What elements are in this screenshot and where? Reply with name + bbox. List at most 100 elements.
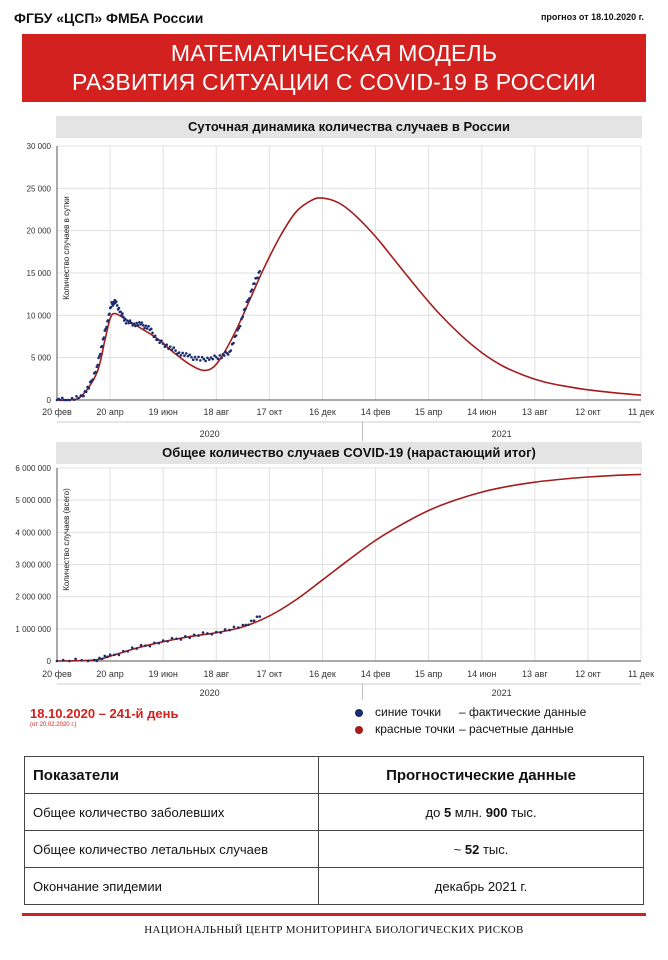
actual-data-point	[172, 346, 176, 349]
actual-data-point	[115, 304, 119, 307]
actual-data-point	[87, 387, 91, 390]
actual-data-point	[186, 354, 190, 358]
day-count-label: 18.10.2020 – 241-й день	[30, 706, 179, 721]
actual-data-point	[211, 357, 215, 361]
actual-data-point	[111, 304, 115, 307]
x-tick-label: 15 апр	[415, 407, 442, 417]
actual-data-point	[70, 396, 74, 400]
actual-data-point	[130, 646, 134, 649]
actual-data-point	[206, 632, 209, 635]
y-tick-label: 5 000	[31, 354, 52, 363]
actual-data-point	[241, 315, 245, 319]
actual-data-point	[77, 396, 80, 400]
legend-item-actual: синие точки – фактические данные	[355, 704, 586, 721]
actual-data-point	[200, 355, 204, 359]
actual-data-point	[168, 345, 172, 348]
actual-data-point	[246, 298, 250, 302]
actual-data-point	[258, 615, 262, 618]
actual-data-point	[123, 317, 127, 321]
x-tick-label: 11 дек	[628, 407, 654, 417]
forecast-series-line	[56, 197, 642, 401]
x-tick-label: 20 апр	[96, 407, 123, 417]
actual-data-point	[244, 623, 247, 627]
x-tick-label: 14 июн	[467, 669, 496, 679]
y-tick-label: 2 000 000	[15, 593, 51, 602]
actual-data-point	[161, 639, 165, 642]
chart-1-title: Суточная динамика количества случаев в Р…	[56, 116, 642, 138]
actual-data-point	[190, 355, 193, 359]
actual-data-point	[193, 355, 197, 359]
actual-data-point	[139, 323, 142, 326]
actual-data-point	[100, 344, 104, 348]
actual-data-point	[61, 658, 65, 662]
actual-data-point	[144, 324, 148, 328]
actual-data-point	[202, 357, 206, 361]
actual-data-point	[158, 341, 161, 345]
actual-data-point	[160, 339, 163, 342]
year-label: 2020	[200, 429, 220, 439]
actual-data-point	[216, 357, 220, 361]
actual-data-point	[61, 396, 64, 400]
actual-data-point	[109, 305, 113, 309]
x-tick-label: 20 фев	[42, 407, 72, 417]
actual-data-point	[94, 370, 97, 374]
actual-data-point	[188, 353, 192, 357]
actual-data-point	[114, 300, 118, 303]
actual-data-point	[119, 310, 123, 314]
actual-data-point	[100, 657, 104, 661]
actual-data-point	[258, 270, 262, 273]
forecast-series-line	[56, 473, 642, 662]
actual-data-point	[72, 398, 76, 402]
legend-blue-desc: – фактические данные	[459, 705, 587, 719]
actual-data-point	[121, 312, 124, 315]
actual-data-point	[204, 359, 207, 363]
title-banner: МАТЕМАТИЧЕСКАЯ МОДЕЛЬ РАЗВИТИЯ СИТУАЦИИ …	[22, 34, 646, 102]
actual-data-point	[192, 633, 196, 637]
year-label: 2021	[492, 429, 512, 439]
actual-data-point	[209, 356, 213, 359]
actual-data-point	[122, 649, 125, 653]
actual-data-point	[68, 659, 71, 663]
actual-data-point	[197, 355, 200, 359]
actual-data-point	[236, 328, 239, 332]
actual-data-point	[113, 653, 116, 657]
actual-data-point	[96, 363, 100, 367]
actual-data-point	[256, 276, 259, 280]
year-label: 2020	[200, 688, 220, 698]
actual-data-point	[255, 615, 259, 619]
actual-data-point	[106, 319, 110, 322]
x-tick-label: 19 июн	[149, 407, 178, 417]
actual-data-point	[250, 288, 254, 291]
actual-data-point	[165, 343, 169, 346]
actual-data-point	[149, 327, 153, 331]
y-tick-label: 15 000	[27, 269, 52, 278]
actual-data-point	[179, 638, 183, 641]
actual-data-point	[126, 650, 130, 653]
x-tick-label: 20 фев	[42, 669, 72, 679]
actual-data-point	[130, 321, 133, 325]
actual-data-point	[82, 394, 85, 398]
actual-data-point	[177, 351, 181, 354]
footer-divider	[22, 913, 646, 916]
actual-data-point	[137, 321, 141, 324]
actual-data-point	[102, 336, 106, 339]
chart-2-title: Общее количество случаев COVID-19 (нарас…	[56, 442, 642, 464]
actual-data-point	[219, 631, 222, 634]
actual-data-point	[106, 655, 109, 659]
actual-data-point	[184, 635, 187, 638]
actual-data-point	[117, 306, 121, 310]
actual-data-point	[234, 334, 238, 337]
forecast-table: Показатели Прогностические данные Общее …	[24, 756, 644, 905]
actual-data-point	[139, 643, 143, 647]
actual-data-point	[132, 322, 136, 326]
x-tick-label: 13 авг	[522, 407, 548, 417]
table-header-row: Показатели Прогностические данные	[24, 756, 644, 794]
x-tick-label: 15 апр	[415, 669, 442, 679]
actual-data-point	[210, 632, 214, 636]
actual-data-point	[135, 647, 138, 650]
actual-data-point	[128, 319, 132, 322]
actual-data-point	[153, 641, 156, 645]
table-cell-label: Общее количество заболевших	[24, 793, 319, 831]
actual-data-point	[66, 398, 69, 402]
actual-data-point	[91, 378, 95, 381]
